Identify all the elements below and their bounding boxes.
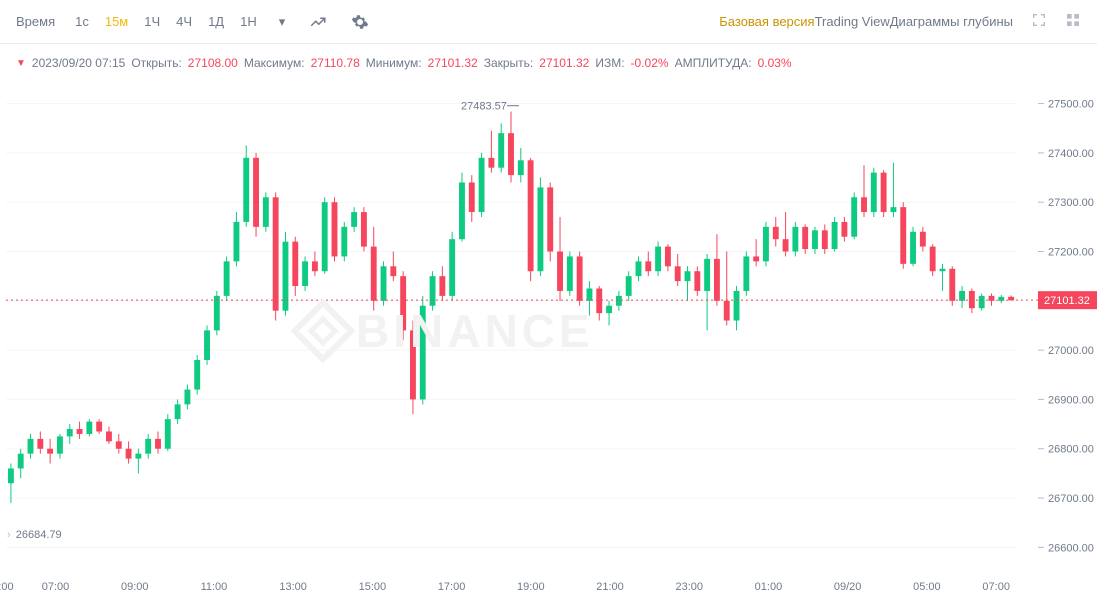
svg-text:07:00: 07:00 [982,581,1010,593]
timeframe-dropdown-icon[interactable]: ▾ [279,14,286,30]
change-label: ИЗМ: [595,56,624,70]
close-label: Закрыть: [484,56,534,70]
timeframe-1Н[interactable]: 1Н [232,10,265,33]
change-value: -0.02% [631,56,669,70]
amplitude-value: 0.03% [758,56,792,70]
settings-icon[interactable] [349,11,371,33]
chart-area[interactable]: BINANCE 26600.0026700.0026800.0026900.00… [0,44,1097,603]
ma-annotation: › 26684.79 [4,528,65,542]
svg-text:26600.00: 26600.00 [1048,542,1094,554]
high-value: 27110.78 [311,56,360,70]
svg-text:26800.00: 26800.00 [1048,444,1094,456]
open-value: 27108.00 [188,56,238,70]
indicators-icon[interactable] [307,11,329,33]
ohlc-info-bar: ▼ 2023/09/20 07:15 Открыть: 27108.00 Мак… [16,56,792,70]
svg-text:26900.00: 26900.00 [1048,394,1094,406]
layout-grid-icon[interactable] [1065,12,1081,31]
svg-text:01:00: 01:00 [755,581,783,593]
svg-text:21:00: 21:00 [596,581,624,593]
close-value: 27101.32 [539,56,589,70]
timeframe-1Ч[interactable]: 1Ч [136,10,168,33]
fullscreen-icon[interactable] [1031,12,1047,31]
timeframe-4Ч[interactable]: 4Ч [168,10,200,33]
svg-text:27200.00: 27200.00 [1048,247,1094,259]
svg-text:27400.00: 27400.00 [1048,148,1094,160]
svg-text:27101.32: 27101.32 [1044,295,1090,307]
svg-text:13:00: 13:00 [279,581,307,593]
chevron-right-icon: › [7,529,11,541]
view-trading-view[interactable]: Trading View [815,14,890,29]
svg-text:17:00: 17:00 [438,581,466,593]
low-label: Минимум: [366,56,422,70]
toolbar-left: Время 1с15м1Ч4Ч1Д1Н ▾ [16,11,379,33]
direction-arrow-icon: ▼ [16,58,26,69]
svg-text:27300.00: 27300.00 [1048,197,1094,209]
svg-text::00: :00 [0,581,14,593]
svg-text:09/20: 09/20 [834,581,862,593]
timeframe-1с[interactable]: 1с [67,10,97,33]
timeframe-1Д[interactable]: 1Д [200,10,232,33]
svg-text:15:00: 15:00 [359,581,387,593]
svg-text:27483.57: 27483.57 [461,101,507,113]
svg-text:27000.00: 27000.00 [1048,345,1094,357]
time-label: Время [16,14,55,29]
timeframe-15м[interactable]: 15м [97,10,136,33]
chart-toolbar: Время 1с15м1Ч4Ч1Д1Н ▾ Базовая версияTrad… [0,0,1097,44]
candlestick-chart[interactable]: 26600.00 26700.00 26800.00 26900.00 27000.00… [0,44,1097,603]
svg-text:19:00: 19:00 [517,581,545,593]
view-базовая-версия[interactable]: Базовая версия [719,14,814,29]
svg-text:07:00: 07:00 [42,581,70,593]
amplitude-label: АМПЛИТУДА: [675,56,752,70]
toolbar-right: Базовая версияTrading ViewДиаграммы глуб… [719,12,1081,31]
svg-text:09:00: 09:00 [121,581,149,593]
svg-text:05:00: 05:00 [913,581,941,593]
high-label: Максимум: [244,56,305,70]
open-label: Открыть: [131,56,181,70]
svg-text:26700.00: 26700.00 [1048,493,1094,505]
low-value: 27101.32 [428,56,478,70]
svg-text:23:00: 23:00 [675,581,703,593]
ohlc-datetime: 2023/09/20 07:15 [32,56,125,70]
svg-text:11:00: 11:00 [201,581,228,593]
svg-text:27500.00: 27500.00 [1048,99,1094,111]
view-диаграммы-глубины[interactable]: Диаграммы глубины [890,14,1013,29]
